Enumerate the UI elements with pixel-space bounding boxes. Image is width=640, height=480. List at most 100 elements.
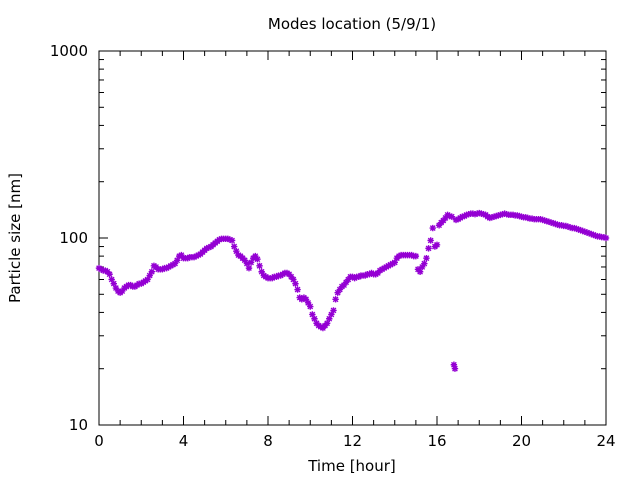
data-point <box>416 268 424 275</box>
data-point <box>408 251 415 259</box>
data-point <box>328 311 335 318</box>
data-point <box>146 272 153 279</box>
data-point <box>233 247 240 255</box>
data-point <box>340 281 348 289</box>
data-point <box>412 252 420 260</box>
data-point <box>425 245 432 252</box>
data-point <box>583 229 591 236</box>
data-point <box>228 237 236 244</box>
data-point <box>224 235 232 243</box>
data-point <box>596 233 603 240</box>
data-point <box>110 280 117 287</box>
data-point <box>585 230 593 237</box>
data-point <box>451 365 459 372</box>
data-point <box>307 303 314 310</box>
y-minor-ticks <box>99 59 606 370</box>
data-point <box>575 226 582 233</box>
data-point <box>435 222 443 229</box>
data-point <box>421 260 428 267</box>
data-point <box>252 252 259 260</box>
data-point <box>448 213 455 220</box>
x-tick-label: 4 <box>179 432 189 450</box>
data-point <box>429 224 436 232</box>
data-point <box>309 311 316 318</box>
data-point <box>330 307 337 314</box>
data-point <box>190 253 198 261</box>
data-point <box>334 289 341 296</box>
x-tick-label: 12 <box>343 432 362 450</box>
data-point <box>391 259 398 266</box>
x-ticks: 0 4 8 12 16 20 24 <box>94 51 616 450</box>
data-point <box>326 315 333 322</box>
data-point <box>231 243 238 250</box>
data-point <box>235 251 242 259</box>
data-point <box>562 222 570 230</box>
data-point <box>332 296 339 303</box>
x-tick-label: 24 <box>596 432 615 450</box>
y-tick-label: 100 <box>59 229 88 247</box>
data-point <box>241 257 248 264</box>
data-point <box>195 251 202 259</box>
data-point <box>205 244 213 251</box>
data-point <box>254 256 261 263</box>
data-point <box>566 224 574 231</box>
data-point <box>581 228 589 235</box>
y-tick-label: 10 <box>69 416 88 434</box>
data-point <box>226 236 234 243</box>
data-point <box>243 260 251 267</box>
data-point <box>302 296 310 303</box>
data-point <box>387 261 394 268</box>
data-point <box>169 261 177 268</box>
data-point <box>106 271 113 278</box>
data-point <box>192 252 200 260</box>
data-point <box>336 286 344 293</box>
x-tick-label: 8 <box>263 432 273 450</box>
data-point <box>602 234 610 242</box>
data-point <box>247 259 255 266</box>
data-point <box>311 315 318 322</box>
data-point <box>419 263 426 271</box>
data-point <box>395 252 403 260</box>
data-point <box>573 225 580 232</box>
data-point <box>433 241 441 248</box>
y-axis-label: Particle size [nm] <box>6 173 24 303</box>
data-point <box>119 287 126 295</box>
data-point <box>184 254 191 262</box>
data-point <box>290 276 297 283</box>
x-tick-label: 0 <box>94 432 104 450</box>
data-point <box>592 232 599 239</box>
data-point <box>148 268 156 275</box>
data-point <box>389 260 396 267</box>
data-point <box>564 223 572 230</box>
x-axis-label: Time [hour] <box>307 457 396 475</box>
data-point <box>450 361 458 368</box>
data-point <box>112 284 120 292</box>
data-point <box>579 227 586 235</box>
data-point <box>304 299 312 307</box>
data-point <box>171 260 179 267</box>
data-point <box>323 320 331 327</box>
data-point <box>216 236 223 243</box>
x-tick-label: 20 <box>512 432 531 450</box>
data-point <box>342 279 350 286</box>
data-point <box>423 254 430 262</box>
data-point <box>144 276 151 283</box>
y-ticks: 10 100 1000 <box>50 42 606 434</box>
data-point <box>173 257 181 264</box>
data-point <box>108 276 115 283</box>
x-tick-label: 16 <box>427 432 446 450</box>
data-points <box>95 209 610 372</box>
data-point <box>292 280 299 287</box>
data-point <box>427 237 434 244</box>
data-point <box>245 264 253 272</box>
data-point <box>178 251 185 259</box>
data-point <box>600 233 608 241</box>
chart-title: Modes location (5/9/1) <box>268 15 436 33</box>
data-point <box>176 252 183 260</box>
data-point <box>442 214 449 222</box>
data-point <box>256 262 263 270</box>
data-point <box>590 231 597 239</box>
data-point <box>258 268 265 275</box>
data-point <box>294 286 301 293</box>
